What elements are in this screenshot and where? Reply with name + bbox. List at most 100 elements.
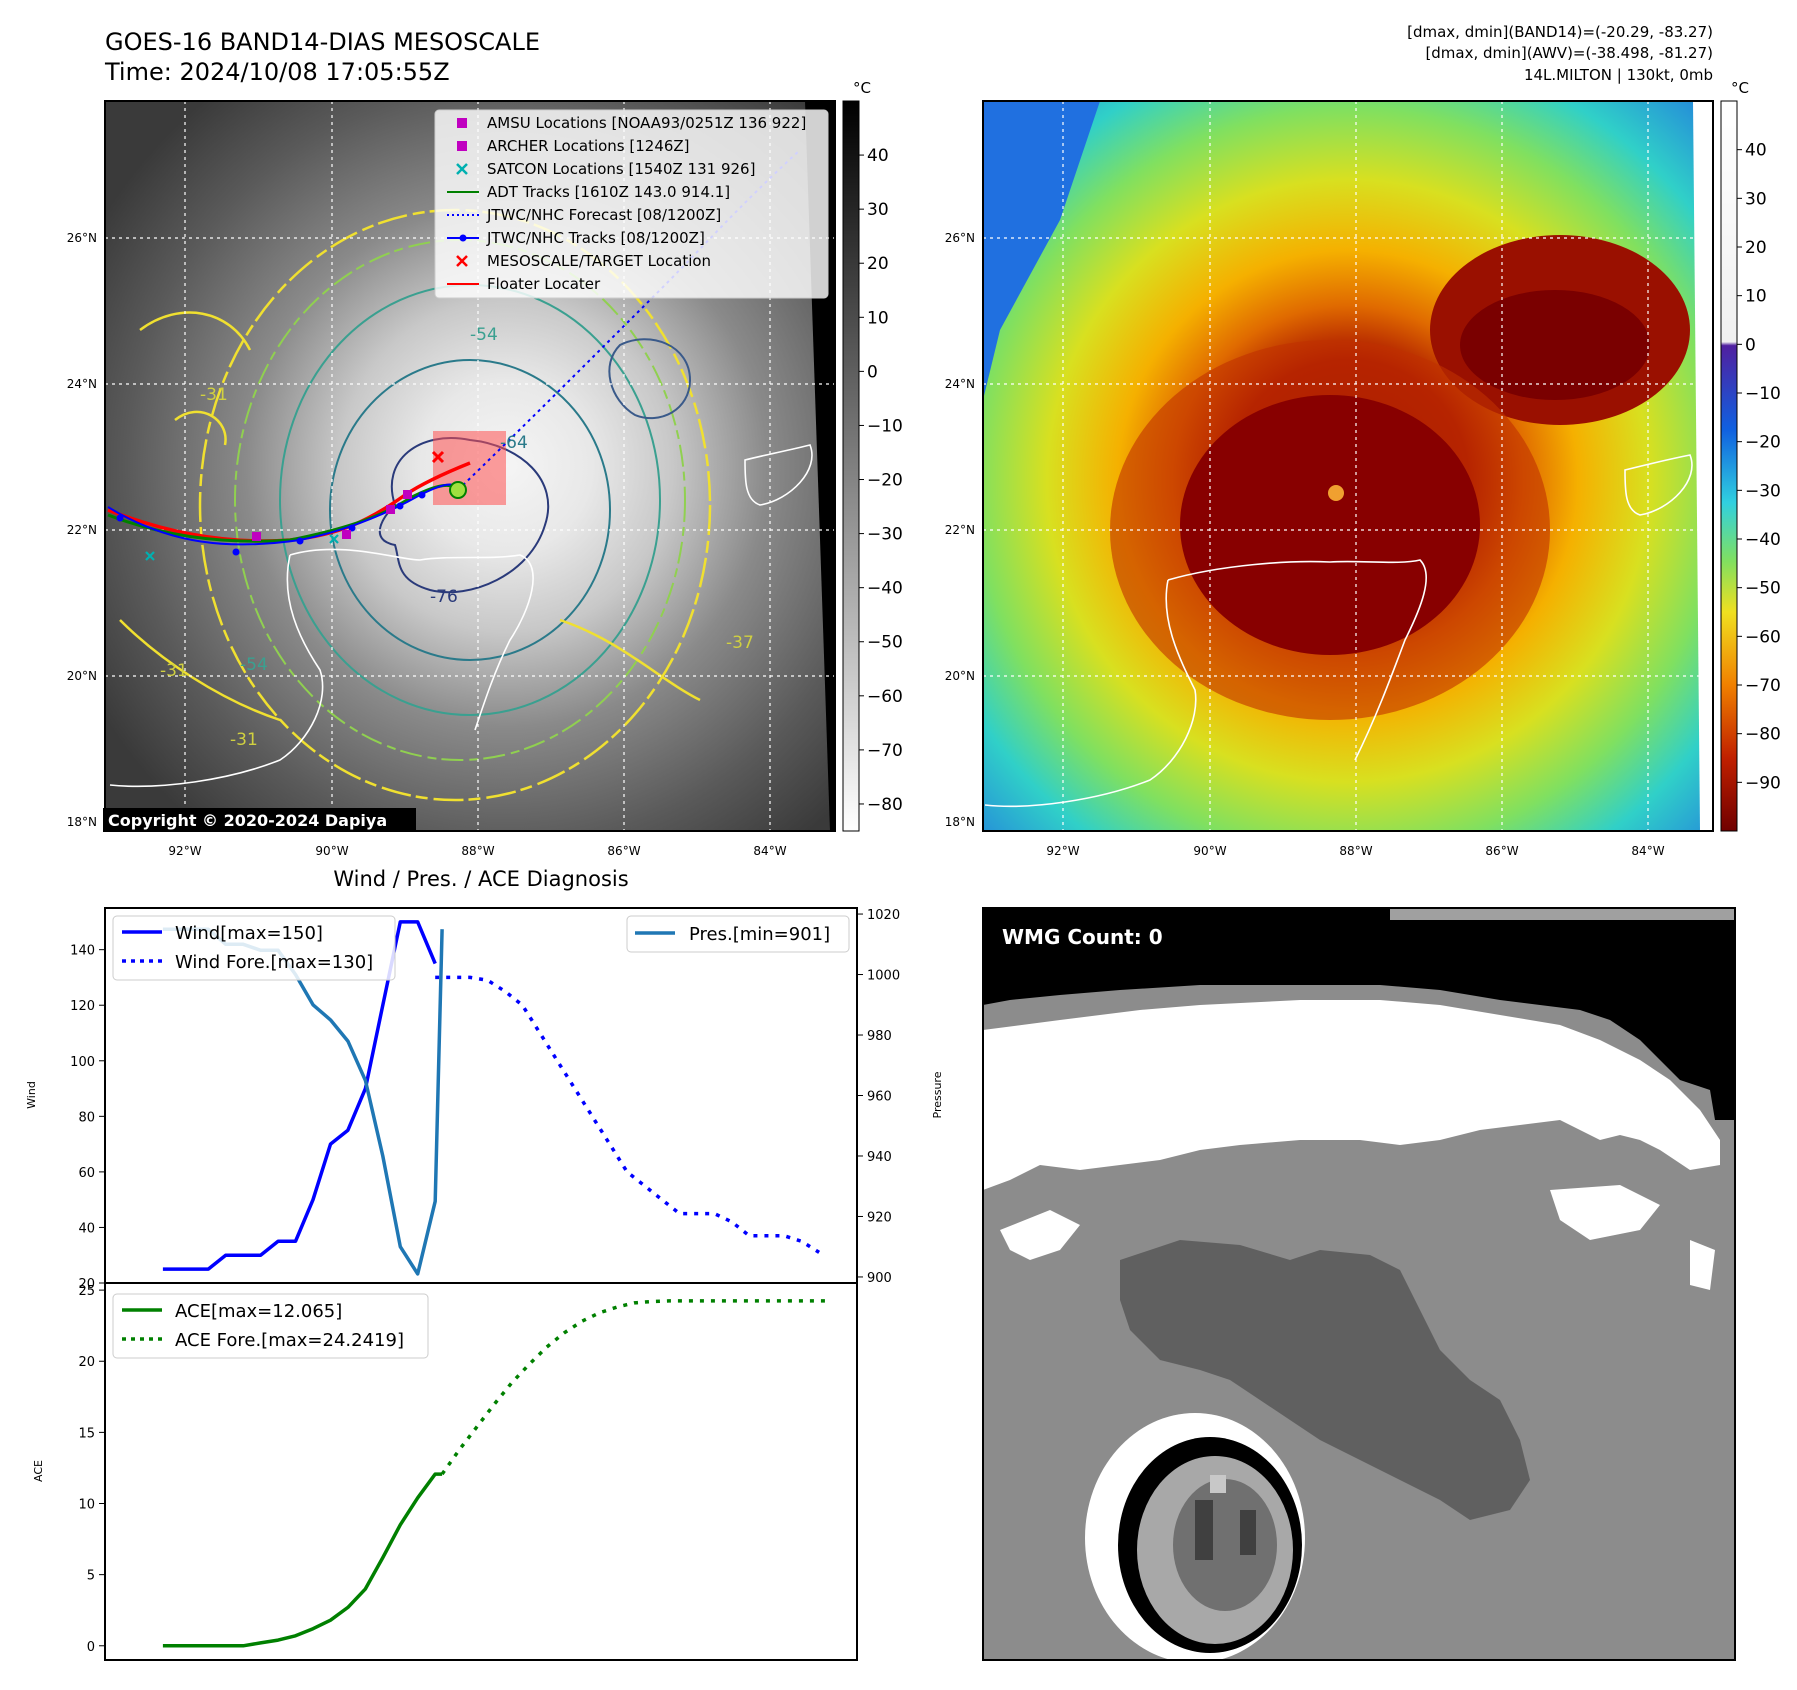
contour-teal-inner (329, 359, 611, 661)
lat-label-24: 24°N (67, 377, 97, 391)
pressure-legend: Pres.[min=901] (626, 915, 850, 953)
legend-label: SATCON Locations [1540Z 131 926] (487, 160, 755, 178)
wind-forecast-legend-label: Wind Fore.[max=130] (175, 952, 373, 973)
awv-missing-data-edge (1693, 101, 1713, 831)
contour-label-5: -31 (160, 661, 188, 681)
legend-item-1: ARCHER Locations [1246Z] (457, 137, 690, 155)
ir-colorbar-tick-label: −20 (867, 471, 903, 491)
legend-label: MESOSCALE/TARGET Location (487, 252, 711, 270)
storm-info-label: 14L.MILTON | 130kt, 0mb (1524, 66, 1713, 84)
ace-tick-label: 15 (78, 1426, 95, 1441)
jtwc-track-points (116, 491, 426, 556)
pressure-tick-label: 940 (867, 1150, 892, 1165)
lat-label-20: 20°N (67, 669, 97, 683)
awv-moist-core (1180, 395, 1480, 655)
chart-title: Wind / Pres. / ACE Diagnosis (333, 867, 628, 891)
wmg-dark-gray-region (1120, 1240, 1530, 1520)
awv-colorbar-tick-label: 20 (1745, 238, 1767, 258)
contour-navy-ne (608, 338, 692, 420)
series-line-ace-fore- (440, 1299, 827, 1476)
awv-lon-label-84: 84°W (1631, 844, 1664, 858)
awv-lat-label-20: 20°N (945, 669, 975, 683)
awv-colorbar-tick-label: −10 (1745, 384, 1781, 404)
awv-coastline-cuba (1624, 454, 1693, 516)
awv-eye (1328, 485, 1344, 501)
satcon-points (145, 534, 339, 561)
lon-label-86: 86°W (607, 844, 640, 858)
wmg-eye-light-spot (1210, 1475, 1226, 1493)
legend-label: JTWC/NHC Tracks [08/1200Z] (486, 229, 705, 247)
wmg-eye-core-left (1195, 1500, 1213, 1560)
wind-tick-label: 20 (78, 1277, 95, 1292)
awv-lat-label-18: 18°N (945, 815, 975, 829)
awv-coastline-yucatan (984, 559, 1428, 808)
ir-map-frame (104, 100, 836, 832)
awv-map-frame (982, 100, 1714, 832)
contour-labels: -31 -54 -76 -64 -31 -54 -31 -37 (160, 325, 754, 750)
wind-legend-label: Wind[max=150] (175, 923, 323, 944)
awv-dry-northwest (983, 101, 1100, 400)
awv-colorbar-bar (1720, 100, 1738, 832)
contour-label-7: -31 (230, 730, 258, 750)
awv-colorbar-tick-label: −70 (1745, 676, 1781, 696)
wind-legend-box (112, 915, 396, 981)
awv-lon-label-86: 86°W (1485, 844, 1518, 858)
wind-tick-label: 60 (78, 1166, 95, 1181)
ace-forecast-legend-label: ACE Fore.[max=24.2419] (175, 1330, 404, 1351)
legend-item-5: JTWC/NHC Tracks [08/1200Z] (447, 229, 705, 247)
legend-label: AMSU Locations [NOAA93/0251Z 136 922] (487, 114, 806, 132)
wind-legend: Wind[max=150] Wind Fore.[max=130] (112, 915, 396, 981)
ace-axis-label: ACE (32, 1460, 45, 1482)
ir-colorbar-tick-label: 10 (867, 308, 889, 328)
legend-item-2: SATCON Locations [1540Z 131 926] (456, 160, 755, 178)
ir-colorbar-tick-label: 30 (867, 200, 889, 220)
adt-track (107, 484, 460, 543)
awv-colorbar-tick-label: −60 (1745, 627, 1781, 647)
figure-title-line1: GOES-16 BAND14-DIAS MESOSCALE (105, 28, 540, 56)
legend-item-7: Floater Locater (447, 275, 601, 293)
awv-colorbar-tick-label: 40 (1745, 141, 1767, 161)
dmax-band14-label: [dmax, dmin](BAND14)=(-20.29, -83.27) (1407, 23, 1713, 41)
contour-label-3: -76 (430, 587, 458, 607)
awv-map-axis-labels: 26°N 24°N 22°N 20°N 18°N 92°W 90°W 88°W … (945, 231, 1665, 858)
wmg-gray-strip (1390, 908, 1735, 920)
ace-legend: ACE[max=12.065] ACE Fore.[max=24.2419] (112, 1293, 429, 1359)
pressure-tick-label: 960 (867, 1090, 892, 1105)
ace-tick-label: 25 (78, 1284, 95, 1299)
mesoscale-target-box (433, 431, 506, 505)
contour-label-4: -64 (500, 433, 528, 453)
wmg-count-label: WMG Count: 0 (1002, 925, 1163, 949)
pressure-tick-label: 920 (867, 1210, 892, 1225)
wind-tick-label: 100 (70, 1055, 95, 1070)
wmg-frame (982, 907, 1736, 1661)
pressure-legend-label: Pres.[min=901] (689, 924, 830, 945)
wmg-eye-core-right (1240, 1510, 1256, 1555)
legend-item-4: JTWC/NHC Forecast [08/1200Z] (447, 206, 721, 224)
ir-map-panel: -31 -54 -76 -64 -31 -54 -31 -37 Copyrigh… (67, 100, 836, 858)
wmg-eye-inner (1173, 1479, 1277, 1611)
wmg-black-band (983, 908, 1735, 1120)
legend-item-0: AMSU Locations [NOAA93/0251Z 136 922] (457, 114, 806, 132)
legend-x-icon (456, 255, 468, 267)
wind-tick-label: 120 (70, 999, 95, 1014)
awv-graticule (983, 101, 1713, 831)
awv-colorbar-tick-label: −50 (1745, 579, 1781, 599)
ir-coastline-yucatan (109, 548, 534, 788)
ir-colorbar-tick-label: −30 (867, 525, 903, 545)
copyright-text: Copyright © 2020-2024 Dapiya (108, 811, 387, 830)
wmg-white-band (983, 1000, 1720, 1190)
ace-tick-label: 20 (78, 1355, 95, 1370)
awv-colorbar-tick-label: 30 (1745, 189, 1767, 209)
pressure-tick-label: 900 (867, 1271, 892, 1286)
lon-label-88: 88°W (461, 844, 494, 858)
contour-label-1: -31 (200, 385, 228, 405)
wmg-panel: WMG Count: 0 (982, 907, 1736, 1661)
lon-label-90: 90°W (315, 844, 348, 858)
map-legend-box (434, 109, 829, 299)
ace-tick-label: 10 (78, 1498, 95, 1513)
diagnosis-chart-panel: Wind / Pres. / ACE Diagnosis Wind Pressu… (25, 867, 944, 1661)
awv-colorbar: °C 40 30 20 10 0 −10 −20 −30 −40 −50 −60 −70 −80 −90 (1720, 79, 1781, 832)
legend-square-icon (457, 118, 467, 128)
awv-colorbar-tick-label: 10 (1745, 287, 1767, 307)
